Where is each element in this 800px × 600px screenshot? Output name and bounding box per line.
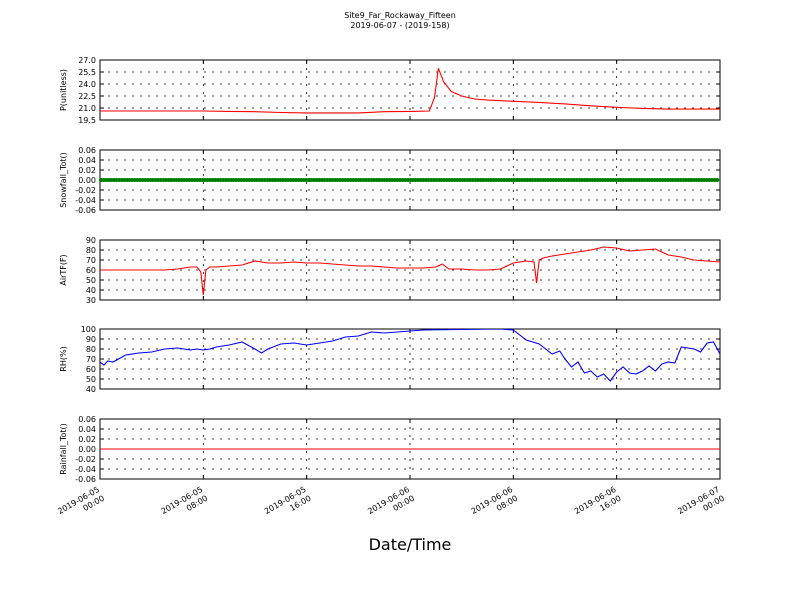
- y-tick-label: 0.00: [78, 176, 96, 185]
- y-tick-label: 70: [86, 256, 96, 265]
- x-tick-label: 2019-06-0616:00: [573, 485, 623, 525]
- y-tick-label: -0.04: [75, 196, 96, 205]
- y-tick-label: 0.06: [78, 415, 96, 424]
- x-tick-label: 2019-06-0608:00: [470, 485, 520, 525]
- y-axis-label: RH(%): [59, 346, 68, 371]
- y-tick-label: 25.5: [78, 68, 96, 77]
- y-tick-label: 21.0: [78, 104, 96, 113]
- y-tick-label: -0.02: [75, 455, 96, 464]
- y-tick-label: 19.5: [78, 116, 96, 125]
- y-tick-label: -0.02: [75, 186, 96, 195]
- y-tick-label: 60: [86, 266, 96, 275]
- y-tick-label: -0.06: [75, 206, 96, 215]
- y-tick-label: 27.0: [78, 56, 96, 65]
- x-tick-label: 2019-06-0516:00: [263, 485, 313, 525]
- x-tick-label: 2019-06-0700:00: [676, 485, 726, 525]
- y-axis-label: Snowfall_Tot(): [59, 152, 68, 208]
- y-axis-label: P(unitless): [59, 69, 68, 111]
- y-tick-label: 50: [86, 375, 96, 384]
- y-tick-label: 90: [86, 335, 96, 344]
- y-tick-label: 0.04: [78, 425, 96, 434]
- x-tick-label: 2019-06-0600:00: [366, 485, 416, 525]
- y-tick-label: 60: [86, 365, 96, 374]
- y-tick-label: 0.00: [78, 445, 96, 454]
- data-point: [715, 178, 720, 182]
- y-tick-label: 40: [86, 286, 96, 295]
- chart-title: Site9_Far_Rockaway_Fifteen: [344, 11, 456, 20]
- y-tick-label: 50: [86, 276, 96, 285]
- series-line: [100, 329, 720, 382]
- y-tick-label: -0.06: [75, 475, 96, 484]
- y-tick-label: 40: [86, 385, 96, 394]
- y-tick-label: 22.5: [78, 92, 96, 101]
- y-tick-label: 70: [86, 355, 96, 364]
- series-line: [100, 246, 720, 296]
- y-tick-label: 90: [86, 236, 96, 245]
- y-tick-label: 30: [86, 296, 96, 305]
- x-tick-label: 2019-06-0508:00: [160, 485, 210, 525]
- y-tick-label: -0.04: [75, 465, 96, 474]
- y-tick-label: 24.0: [78, 80, 96, 89]
- y-tick-label: 0.02: [78, 435, 96, 444]
- series-line: [100, 68, 720, 114]
- x-axis-title: Date/Time: [368, 535, 452, 554]
- x-tick-label: 2019-06-0500:00: [56, 485, 106, 525]
- y-axis-label: AirTF(F): [59, 254, 68, 285]
- y-tick-label: 0.02: [78, 166, 96, 175]
- y-axis-label: Rainfall_Tot(): [59, 423, 68, 475]
- y-tick-label: 0.04: [78, 156, 96, 165]
- y-tick-label: 100: [81, 325, 96, 334]
- y-tick-label: 80: [86, 345, 96, 354]
- y-tick-label: 80: [86, 246, 96, 255]
- y-tick-label: 0.06: [78, 146, 96, 155]
- chart-subtitle: 2019-06-07 - (2019-158): [350, 21, 450, 30]
